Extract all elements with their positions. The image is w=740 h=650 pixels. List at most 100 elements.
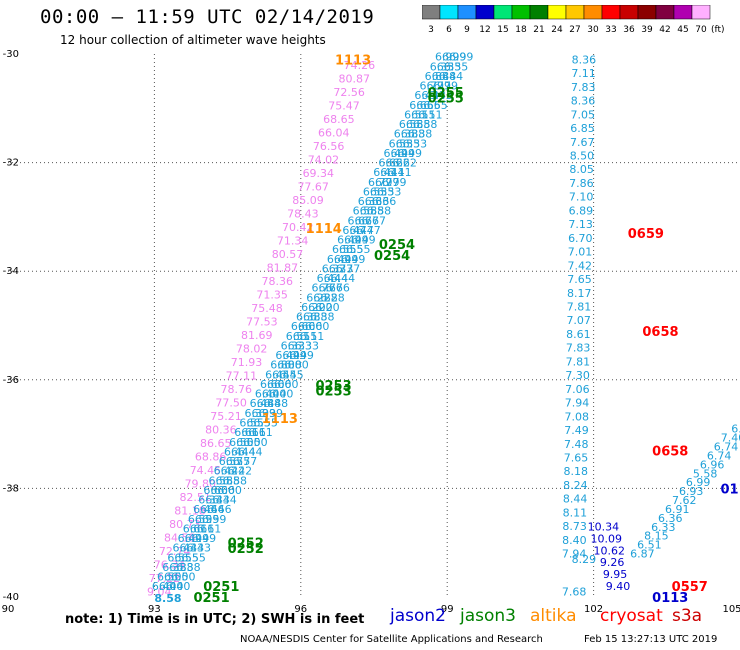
- swh-value-diag: 6.53: [377, 185, 402, 198]
- pass-time-label: 1114: [306, 222, 342, 237]
- swh-value-diag: 6.39: [252, 407, 277, 420]
- swh-value-diag: 6.58: [367, 205, 392, 218]
- swh-value: 75.21: [210, 410, 242, 423]
- pass-time-label: 0254: [374, 249, 410, 264]
- swh-value-diag: 6.44: [224, 445, 249, 458]
- swh-value-diag: 6.45: [265, 368, 290, 381]
- swh-value-diag: 6.35: [430, 60, 455, 73]
- pass-time-label: 0114: [720, 482, 740, 497]
- swh-value-diag: 6.20: [301, 301, 326, 314]
- swh-value-diag: 6.38: [394, 128, 419, 141]
- swh-value-diag: 6.38: [176, 561, 201, 574]
- swh-value-diag: 6.36: [358, 195, 383, 208]
- swh-value-diag: 6.58: [399, 118, 424, 131]
- swh-value: 79.80: [185, 478, 217, 491]
- swh-value: 7.68: [562, 586, 587, 599]
- swh-value: 76.34: [154, 559, 186, 572]
- swh-value-diag: 6.84: [432, 70, 457, 83]
- legend-cryosat: cryosat: [600, 606, 663, 626]
- swh-value-diag: 6.38: [408, 128, 433, 141]
- swh-value-diag: 6.60: [203, 484, 228, 497]
- swh-value: 84.58: [164, 532, 196, 545]
- swh-value-diag: 6.58: [413, 118, 438, 131]
- swh-value-diag: 6.37: [336, 262, 361, 275]
- swh-value-diag: 6.55: [339, 243, 364, 256]
- swh-value-diag: 6.58: [353, 205, 378, 218]
- swh-value: 7.81: [567, 300, 592, 313]
- swh-value: 76.56: [313, 140, 345, 153]
- legend-label: 36: [623, 25, 635, 35]
- legend-label: 33: [605, 25, 616, 35]
- swh-value-diag: 6.59: [202, 513, 227, 526]
- swh-value: 7.42: [568, 259, 593, 272]
- swh-value: 8.61: [566, 328, 591, 341]
- swh-value: 7.10: [569, 191, 594, 204]
- swh-value-diag: 6.49: [289, 349, 314, 362]
- swh-value-diag: 6.61: [234, 426, 259, 439]
- swh-value: 77.11: [226, 369, 258, 382]
- swh-value-diag: 6.43: [186, 542, 211, 555]
- pass-time-label: 0252: [228, 537, 264, 552]
- swh-value-diag: 6.40: [269, 388, 294, 401]
- swh-value-diag: 6.20: [308, 301, 333, 314]
- swh-value: 6.89: [569, 204, 594, 217]
- legend-label: 9: [464, 25, 470, 35]
- swh-value-diag: 6.51: [286, 330, 311, 343]
- swh-value-diag: 6.99: [435, 51, 460, 64]
- swh-value-diag: 6.55: [181, 551, 206, 564]
- swh-value-diag: 6.58: [209, 474, 234, 487]
- swh-value: 71.34: [277, 234, 309, 247]
- swh-value-diag: 6.20: [315, 301, 340, 314]
- swh-value: 6.99: [686, 476, 711, 489]
- swh-value-diag: 6.51: [300, 330, 325, 343]
- swh-value-diag: 6.44: [331, 272, 356, 285]
- legend-label: 45: [677, 25, 688, 35]
- swh-value-diag: 6.49: [341, 253, 366, 266]
- swh-value: 74.45: [190, 464, 222, 477]
- swh-value: 75.47: [328, 99, 360, 112]
- swh-value: 7.94: [565, 397, 590, 410]
- swh-value-diag: 6.62: [378, 157, 403, 170]
- lat-tick-label: -36: [3, 375, 19, 386]
- swh-value: 8.36: [571, 95, 596, 108]
- swh-value-diag: 6.55: [246, 416, 271, 429]
- swh-value-diag: 6.48: [250, 397, 275, 410]
- pass-time-label: 0255: [428, 86, 464, 101]
- pass-time-label: 8.58: [154, 592, 181, 605]
- swh-value: 80.36: [205, 424, 237, 437]
- swh-value: 9.26: [600, 556, 625, 569]
- credit-line: NOAA/NESDIS Center for Satellite Applica…: [240, 634, 543, 645]
- swh-value-diag: 6.50: [171, 571, 196, 584]
- swh-value-diag: 6.47: [342, 224, 367, 237]
- swh-value-diag: 6.60: [291, 320, 316, 333]
- legend-label: 3: [428, 25, 434, 35]
- legend-jason2: jason2: [390, 606, 446, 626]
- pass-time-label: 0659: [628, 227, 664, 242]
- swh-value-diag: 6.49: [192, 532, 217, 545]
- swh-value-diag: 6.49: [282, 349, 307, 362]
- swh-value-diag: 6.40: [255, 388, 280, 401]
- swh-value-diag: 6.49: [344, 234, 369, 247]
- swh-value-diag: 6.49: [334, 253, 359, 266]
- swh-value: 6.85: [570, 122, 595, 135]
- legend-label: 27: [569, 25, 580, 35]
- swh-value-diag: 6.47: [349, 224, 374, 237]
- swh-value: 10.34: [588, 520, 620, 533]
- swh-value-diag: 6.49: [178, 532, 203, 545]
- swh-value: 7.83: [566, 342, 591, 355]
- swh-value: 6.36: [658, 512, 683, 525]
- swh-value-diag: 6.49: [383, 147, 408, 160]
- pass-time-label: 0251: [193, 591, 229, 606]
- swh-value-diag: 6.34: [205, 494, 230, 507]
- swh-value-diag: 6.58: [406, 118, 431, 131]
- swh-value-diag: 6.53: [389, 137, 414, 150]
- swh-value-diag: 6.59: [195, 513, 220, 526]
- swh-value-diag: 6.46: [193, 503, 218, 516]
- swh-value: 81.87: [267, 261, 299, 274]
- swh-value: 6.91: [665, 503, 690, 516]
- swh-value: 7.05: [571, 108, 596, 121]
- swh-value-diag: 6.79: [368, 176, 393, 189]
- swh-value-diag: 6.79: [375, 176, 400, 189]
- swh-value-diag: 6.43: [414, 89, 439, 102]
- swh-value-diag: 6.60: [267, 378, 292, 391]
